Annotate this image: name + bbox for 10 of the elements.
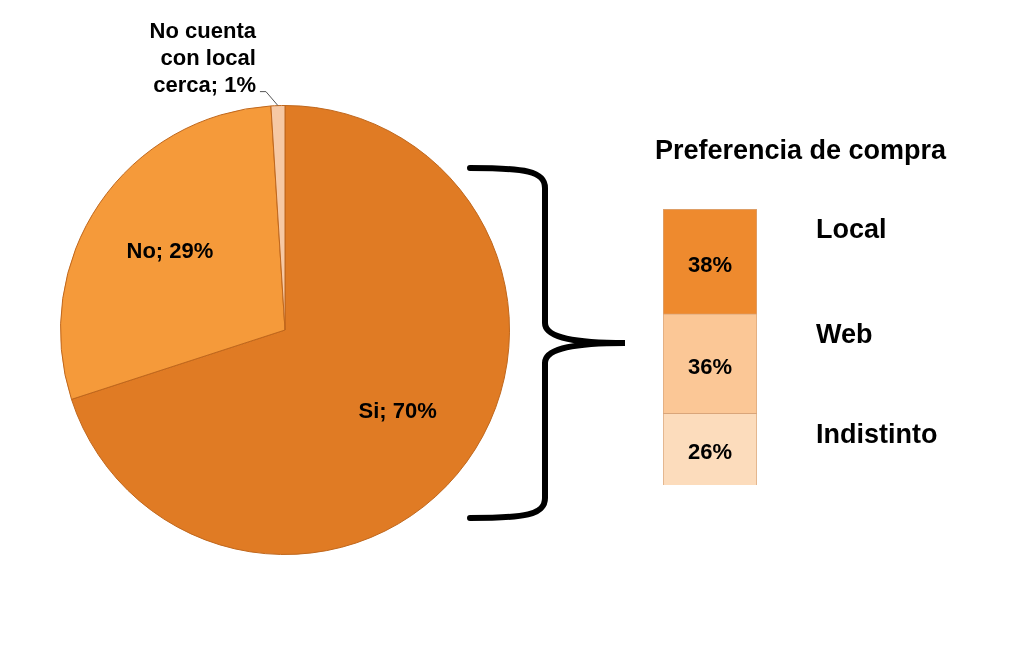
chart-title: Preferencia de compra xyxy=(655,135,947,166)
text: Indistinto xyxy=(816,418,938,449)
slice-label: No; 29% xyxy=(126,237,214,263)
text: Local xyxy=(816,214,887,245)
slice-label: No cuenta con local cerca; 1% xyxy=(149,17,257,97)
data-label: 36% xyxy=(687,353,733,379)
text: Web xyxy=(816,319,873,350)
data-label: 26% xyxy=(687,439,733,465)
data-label: 38% xyxy=(687,251,733,277)
slice-label: Si; 70% xyxy=(358,397,437,423)
